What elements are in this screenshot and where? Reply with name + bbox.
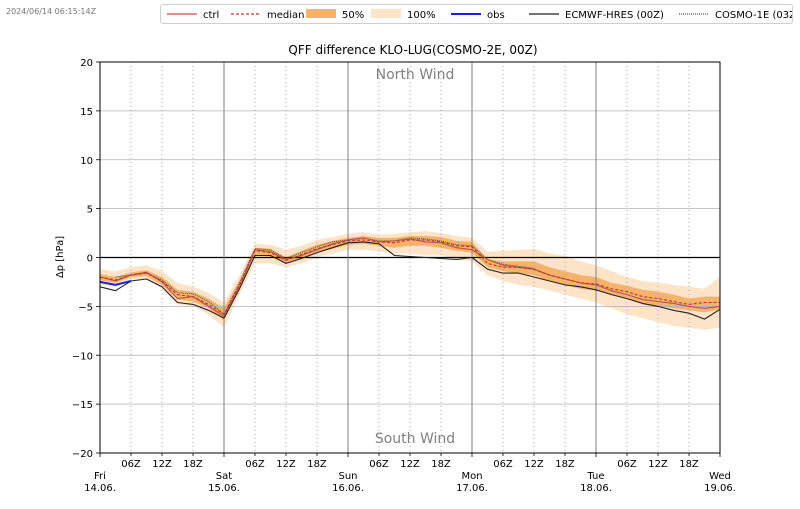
y-tick-label: 20 [80,58,93,69]
legend-label: ctrl [203,10,219,21]
x-hour-label: 06Z [617,459,637,470]
x-day-label: Sun [338,471,357,482]
x-date-label: 18.06. [580,483,612,494]
y-tick-label: 0 [87,254,93,265]
legend-item: COSMO-1E (03Z) [679,10,800,21]
legend-label: 50% [342,10,364,21]
legend-item: obs [451,10,505,21]
x-hour-label: 06Z [493,459,513,470]
legend-item: median [231,10,305,21]
x-hour-label: 18Z [679,459,699,470]
y-tick-label: 10 [80,156,93,167]
x-hour-label: 06Z [369,459,389,470]
x-day-label: Tue [586,471,604,482]
x-date-label: 14.06. [84,483,116,494]
legend-item: 50% [306,9,364,21]
x-day-label: Wed [709,471,731,482]
y-tick-label: 5 [87,205,93,216]
legend: ctrl median 50% 100% obs ECMWF-HRES (00Z) COSM… [160,4,800,24]
legend-item: ctrl [167,10,219,21]
x-hour-label: 12Z [400,459,420,470]
x-hour-label: 06Z [245,459,265,470]
x-hour-label: 12Z [524,459,544,470]
x-date-label: 15.06. [208,483,240,494]
y-axis-label: Δp [hPa] [55,236,66,278]
x-hour-label: 18Z [555,459,575,470]
series-ctrl [99,237,721,317]
chart-title: QFF difference KLO-LUG(COSMO-2E, 00Z) [288,43,537,57]
legend-item: 100% [371,9,436,21]
x-hour-label: 18Z [431,459,451,470]
y-tick-label: −10 [72,351,93,362]
y-tick-label: −20 [72,449,93,460]
series-cosmo-1e-03z [115,237,535,315]
series-median [99,239,720,315]
y-tick-label: −5 [78,302,93,313]
x-date-label: 17.06. [456,483,488,494]
legend-svg: ctrl median 50% 100% obs ECMWF-HRES (00Z) COSM… [167,9,800,21]
x-hour-label: 12Z [152,459,172,470]
x-hour-label: 12Z [648,459,668,470]
legend-label: 100% [407,10,436,21]
legend-label: COSMO-1E (03Z) [715,10,792,21]
x-hour-label: 18Z [183,459,203,470]
plot-frame [99,61,721,454]
x-hour-label: 12Z [276,459,296,470]
timestamp: 2024/06/14 06:15:14Z [6,7,97,16]
legend-label: obs [487,10,505,21]
legend-label: ECMWF-HRES (00Z) [565,10,664,21]
y-tick-label: −15 [72,400,93,411]
x-hour-label: 06Z [121,459,141,470]
legend-item: ECMWF-HRES (00Z) [529,10,664,21]
x-date-label: 19.06. [704,483,736,494]
legend-swatch [306,9,336,18]
x-day-label: Sat [216,471,232,482]
series-obs [99,280,132,286]
y-tick-label: 15 [80,107,93,118]
legend-swatch [371,9,401,18]
x-hour-label: 18Z [307,459,327,470]
north-wind-annotation: North Wind [376,67,455,83]
legend-label: median [267,10,305,21]
x-date-label: 16.06. [332,483,364,494]
south-wind-annotation: South Wind [375,431,455,447]
x-day-label: Fri [94,471,106,482]
x-day-label: Mon [461,471,482,482]
series-ecmwf-hres-00z [99,241,721,320]
